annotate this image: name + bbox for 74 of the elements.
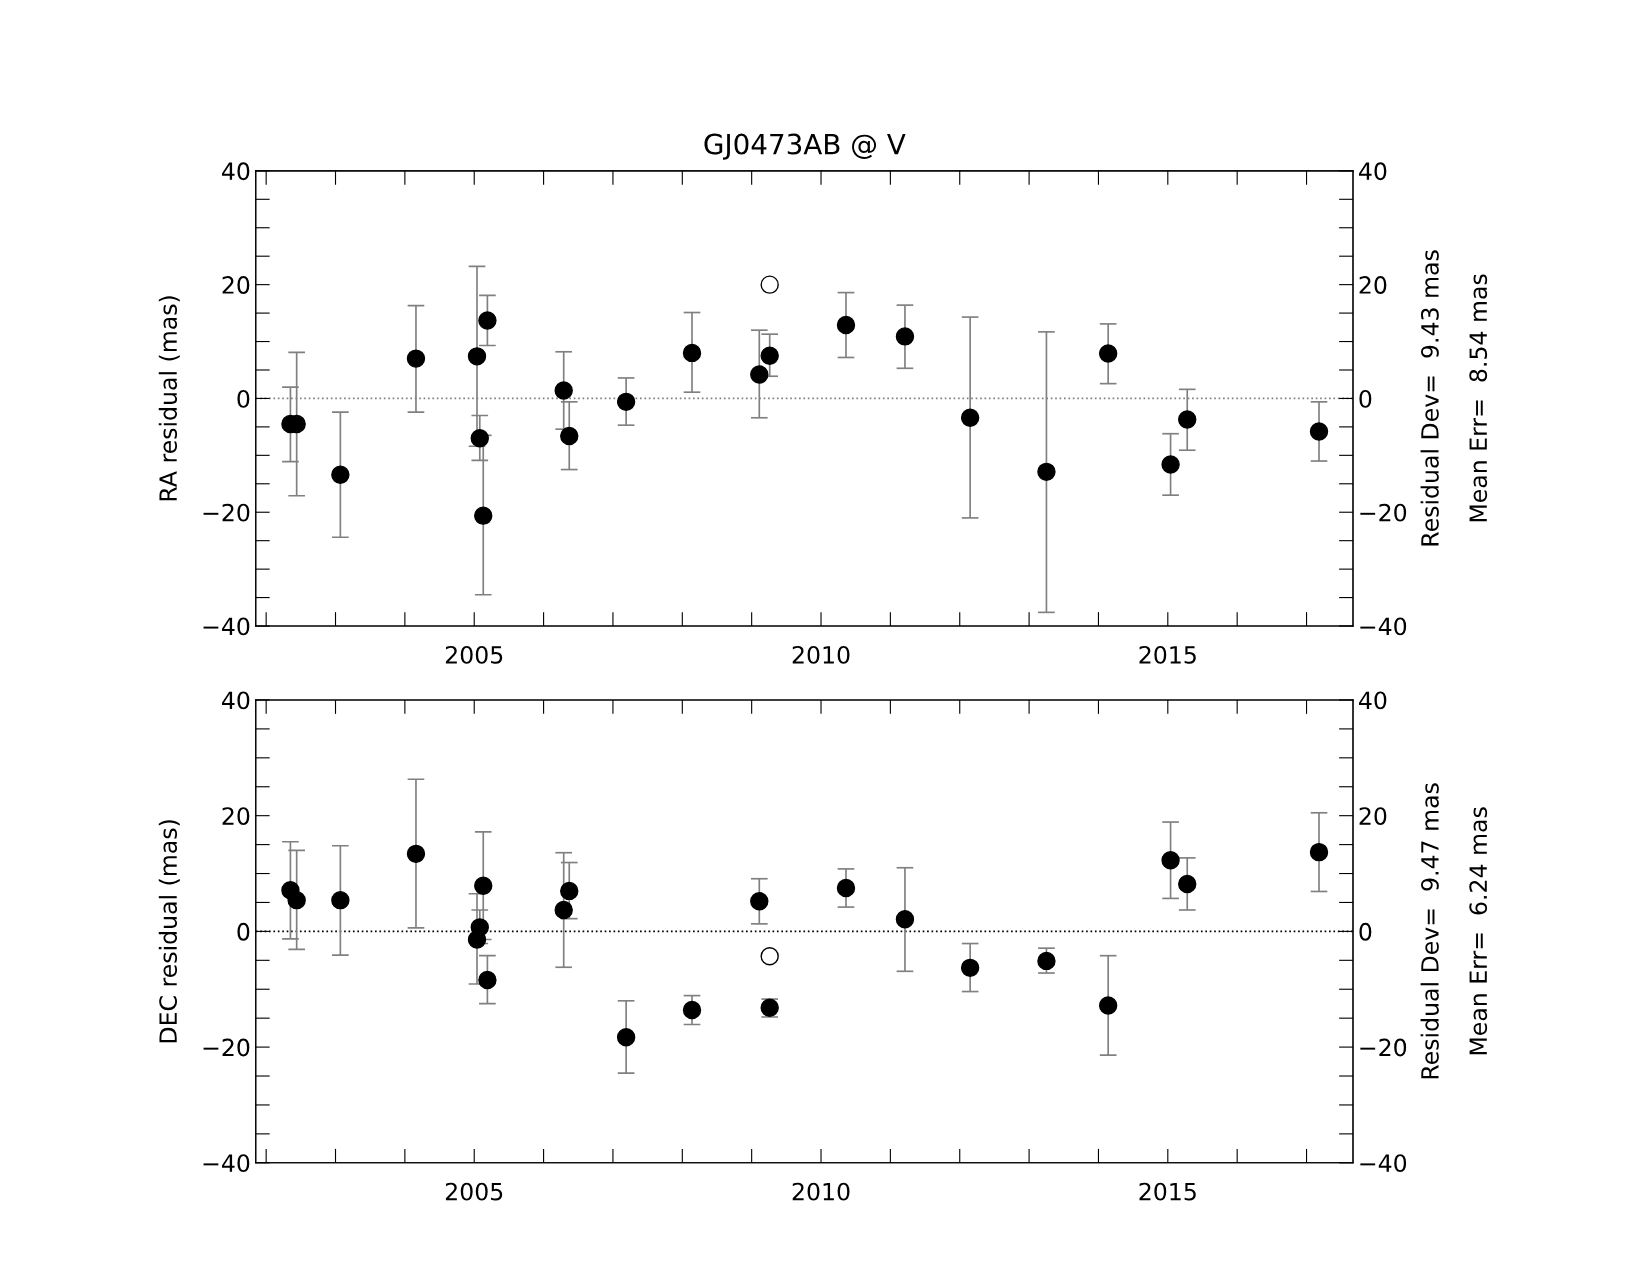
y2-tick-label: 40 [1359,162,1387,181]
y-tick-label: 0 [237,389,250,408]
text: Mean Err= 8.54 mas [1469,274,1488,522]
point [560,426,579,446]
y2-tick-label: 40 [1359,691,1387,710]
y-tick-label: −20 [203,1038,250,1057]
x-tick-label: 2010 [792,645,850,664]
point [554,381,573,400]
y-tick-label: 40 [222,162,250,181]
point [474,506,493,525]
point [1178,410,1197,429]
point [1037,951,1056,971]
point [287,890,306,910]
x-tick-label: 2005 [445,645,503,664]
text: Mean Err= 6.24 mas [1469,807,1488,1055]
text: Residual Dev= 9.47 mas [1420,783,1439,1079]
y-tick-label: 0 [237,922,250,941]
point [554,900,573,920]
x-tick-label: 2010 [792,1182,850,1201]
y-tick-label: −40 [203,617,250,636]
point [895,910,915,929]
point [474,876,493,895]
x-tick-label: 2005 [445,1182,503,1201]
y2-tick-label: −20 [1360,503,1407,522]
point [960,408,980,427]
point [478,970,497,990]
y-tick-label: 20 [222,807,250,825]
y-axis-title: RA residual (mas) [158,296,180,501]
y2-tick-label: −40 [1360,1154,1407,1173]
point [406,349,426,368]
point [1098,996,1118,1015]
point [1161,455,1180,474]
y2-tick-label: 20 [1359,276,1387,294]
y-tick-label: 40 [222,691,250,710]
point [616,392,636,412]
y2-tick-label: 20 [1359,807,1387,825]
point [616,1028,636,1047]
x-tick-label: 2015 [1139,645,1196,664]
y-tick-label: −20 [203,503,250,522]
point [1098,344,1118,363]
point [960,958,980,978]
point [895,327,915,346]
point [836,878,856,898]
point [478,311,497,330]
point [467,347,487,366]
point [682,1000,702,1020]
point [1161,851,1180,870]
text: Residual Dev= 9.43 mas [1420,250,1439,546]
y-tick-label: −40 [203,1154,250,1173]
y-axis-title: DEC residual (mas) [158,820,180,1043]
point [406,844,426,864]
point [750,365,769,384]
y2-tick-label: 0 [1359,922,1372,941]
point [560,881,579,901]
point [1309,422,1329,441]
point [760,947,779,966]
y2-tick-label: 0 [1359,389,1372,408]
point [331,465,350,484]
point [760,346,779,365]
y-tick-label: 20 [222,276,250,294]
point [1178,874,1197,894]
y2-tick-label: −40 [1360,617,1407,636]
point [1309,842,1329,862]
point [750,892,769,911]
point [682,343,702,363]
point [1037,462,1056,482]
point [836,315,856,335]
chart-title: GJ0473AB @ V [704,133,906,160]
point [470,918,489,937]
point [470,429,489,448]
point [331,890,350,910]
x-tick-label: 2015 [1139,1182,1196,1201]
point [760,275,779,294]
y2-tick-label: −20 [1360,1038,1407,1057]
